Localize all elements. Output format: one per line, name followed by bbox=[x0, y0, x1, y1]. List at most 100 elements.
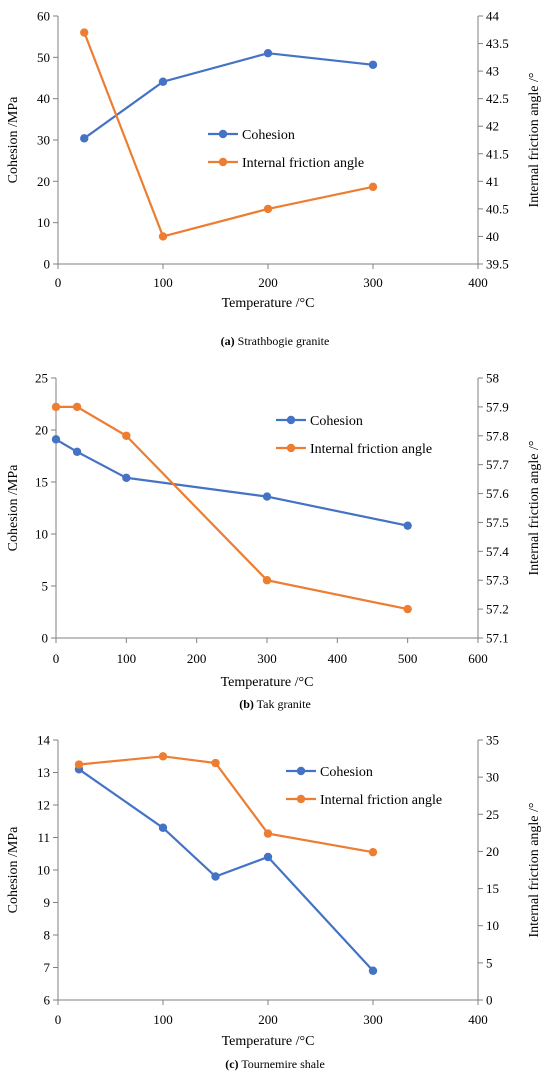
data-point-cohesion bbox=[368, 60, 378, 69]
y-tick-label: 0 bbox=[42, 631, 49, 646]
x-tick-label: 0 bbox=[53, 651, 60, 666]
y2-tick-label: 57.5 bbox=[486, 515, 509, 530]
figure-caption: (c) Tournemire shale bbox=[225, 1057, 325, 1071]
y-tick-label: 30 bbox=[37, 133, 50, 148]
series-line-friction bbox=[83, 32, 374, 238]
y2-tick-label: 57.4 bbox=[486, 544, 509, 559]
y-tick-label: 20 bbox=[35, 423, 48, 438]
chart-2: 0 100 200 300 400 6 7 8 9 10 11 12 13 14 0 5 10 15 20 25 30 3… bbox=[6, 733, 542, 1072]
x-axis-label: Temperature /°C bbox=[222, 1034, 315, 1049]
y2-tick-label: 57.7 bbox=[486, 457, 509, 472]
series-line-friction bbox=[56, 405, 408, 611]
y-tick-label: 40 bbox=[37, 91, 50, 106]
y2-tick-label: 57.1 bbox=[486, 631, 509, 646]
y2-tick-label: 43 bbox=[486, 64, 499, 79]
y-tick-label: 13 bbox=[37, 765, 50, 780]
data-point-cohesion bbox=[262, 492, 272, 501]
caption-letter: (a) bbox=[221, 334, 235, 348]
y-tick-label: 0 bbox=[44, 257, 51, 272]
data-point-friction bbox=[211, 758, 220, 768]
x-tick-label: 400 bbox=[468, 1012, 488, 1027]
y2-tick-label: 42.5 bbox=[486, 91, 509, 106]
y2-tick-label: 57.2 bbox=[486, 602, 509, 617]
y-tick-label: 15 bbox=[35, 475, 48, 490]
y2-tick-label: 0 bbox=[486, 993, 493, 1008]
figure-caption: (b) Tak granite bbox=[239, 697, 311, 711]
x-tick-label: 200 bbox=[258, 1012, 278, 1027]
y-tick-label: 11 bbox=[37, 830, 50, 845]
y2-tick-label: 39.5 bbox=[486, 257, 509, 272]
y-tick-label: 20 bbox=[37, 174, 50, 189]
caption-letter: (c) bbox=[225, 1057, 238, 1071]
y-tick-label: 9 bbox=[44, 895, 51, 910]
x-tick-label: 400 bbox=[468, 275, 488, 290]
legend-label: Internal friction angle bbox=[320, 793, 442, 808]
data-point-friction bbox=[158, 752, 168, 761]
y2-axis-label: Internal friction angle /° bbox=[527, 440, 542, 575]
x-tick-label: 0 bbox=[55, 1012, 62, 1027]
y-tick-label: 6 bbox=[44, 993, 51, 1008]
x-tick-label: 500 bbox=[398, 651, 418, 666]
y2-tick-label: 35 bbox=[486, 733, 499, 748]
x-tick-label: 200 bbox=[187, 651, 207, 666]
data-point-cohesion bbox=[368, 966, 378, 975]
y2-tick-label: 41.5 bbox=[486, 146, 509, 161]
y2-tick-label: 40 bbox=[486, 229, 499, 244]
data-point-cohesion bbox=[158, 823, 168, 832]
y-tick-label: 5 bbox=[42, 579, 49, 594]
data-point-friction bbox=[368, 182, 378, 192]
legend-marker bbox=[296, 794, 306, 804]
data-point-friction bbox=[80, 28, 89, 37]
data-point-cohesion bbox=[72, 447, 82, 457]
y2-tick-label: 40.5 bbox=[486, 201, 509, 216]
legend-marker bbox=[286, 443, 296, 453]
data-point-friction bbox=[122, 431, 131, 440]
y2-tick-label: 57.9 bbox=[486, 399, 509, 414]
data-point-cohesion bbox=[403, 521, 412, 530]
legend-marker bbox=[286, 415, 296, 425]
y2-tick-label: 57.8 bbox=[486, 428, 509, 443]
data-point-friction bbox=[368, 847, 378, 857]
y2-tick-label: 58 bbox=[486, 371, 499, 386]
x-axis-label: Temperature /°C bbox=[222, 296, 315, 311]
series-line-cohesion bbox=[83, 52, 374, 140]
data-point-friction bbox=[403, 604, 412, 614]
y-tick-label: 10 bbox=[37, 215, 50, 230]
data-point-cohesion bbox=[211, 872, 220, 881]
x-tick-label: 300 bbox=[363, 275, 383, 290]
data-point-cohesion bbox=[263, 49, 273, 58]
x-axis-label: Temperature /°C bbox=[221, 675, 314, 690]
data-point-friction bbox=[263, 829, 273, 838]
x-tick-label: 300 bbox=[363, 1012, 383, 1027]
data-point-friction bbox=[74, 760, 84, 769]
legend-label: Internal friction angle bbox=[242, 156, 364, 171]
caption-text: Tak granite bbox=[254, 697, 311, 711]
legend-label: Internal friction angle bbox=[310, 442, 432, 457]
y2-tick-label: 25 bbox=[486, 807, 499, 822]
figure-caption: (a) Strathbogie granite bbox=[221, 334, 330, 348]
data-point-cohesion bbox=[122, 473, 131, 483]
y2-tick-label: 30 bbox=[486, 770, 499, 785]
y2-axis-label: Internal friction angle /° bbox=[527, 802, 542, 937]
y2-tick-label: 44 bbox=[486, 9, 500, 24]
legend-label: Cohesion bbox=[242, 128, 295, 143]
legend-label: Cohesion bbox=[320, 765, 373, 780]
data-point-friction bbox=[263, 204, 273, 214]
legend-marker bbox=[218, 157, 228, 167]
y-axis-label: Cohesion /MPa bbox=[6, 826, 21, 914]
y2-tick-label: 41 bbox=[486, 174, 499, 189]
y-axis-label: Cohesion /MPa bbox=[6, 464, 21, 552]
y2-tick-label: 42 bbox=[486, 119, 499, 134]
x-tick-label: 200 bbox=[258, 275, 278, 290]
data-point-cohesion bbox=[263, 852, 273, 862]
x-tick-label: 0 bbox=[55, 275, 62, 290]
x-tick-label: 400 bbox=[328, 651, 348, 666]
y-axis-label: Cohesion /MPa bbox=[6, 96, 21, 184]
y-tick-label: 7 bbox=[44, 960, 51, 975]
y2-tick-label: 10 bbox=[486, 918, 499, 933]
y2-tick-label: 43.5 bbox=[486, 36, 509, 51]
y2-tick-label: 57.6 bbox=[486, 486, 509, 501]
data-point-cohesion bbox=[51, 435, 61, 444]
caption-text: Tournemire shale bbox=[239, 1057, 325, 1071]
